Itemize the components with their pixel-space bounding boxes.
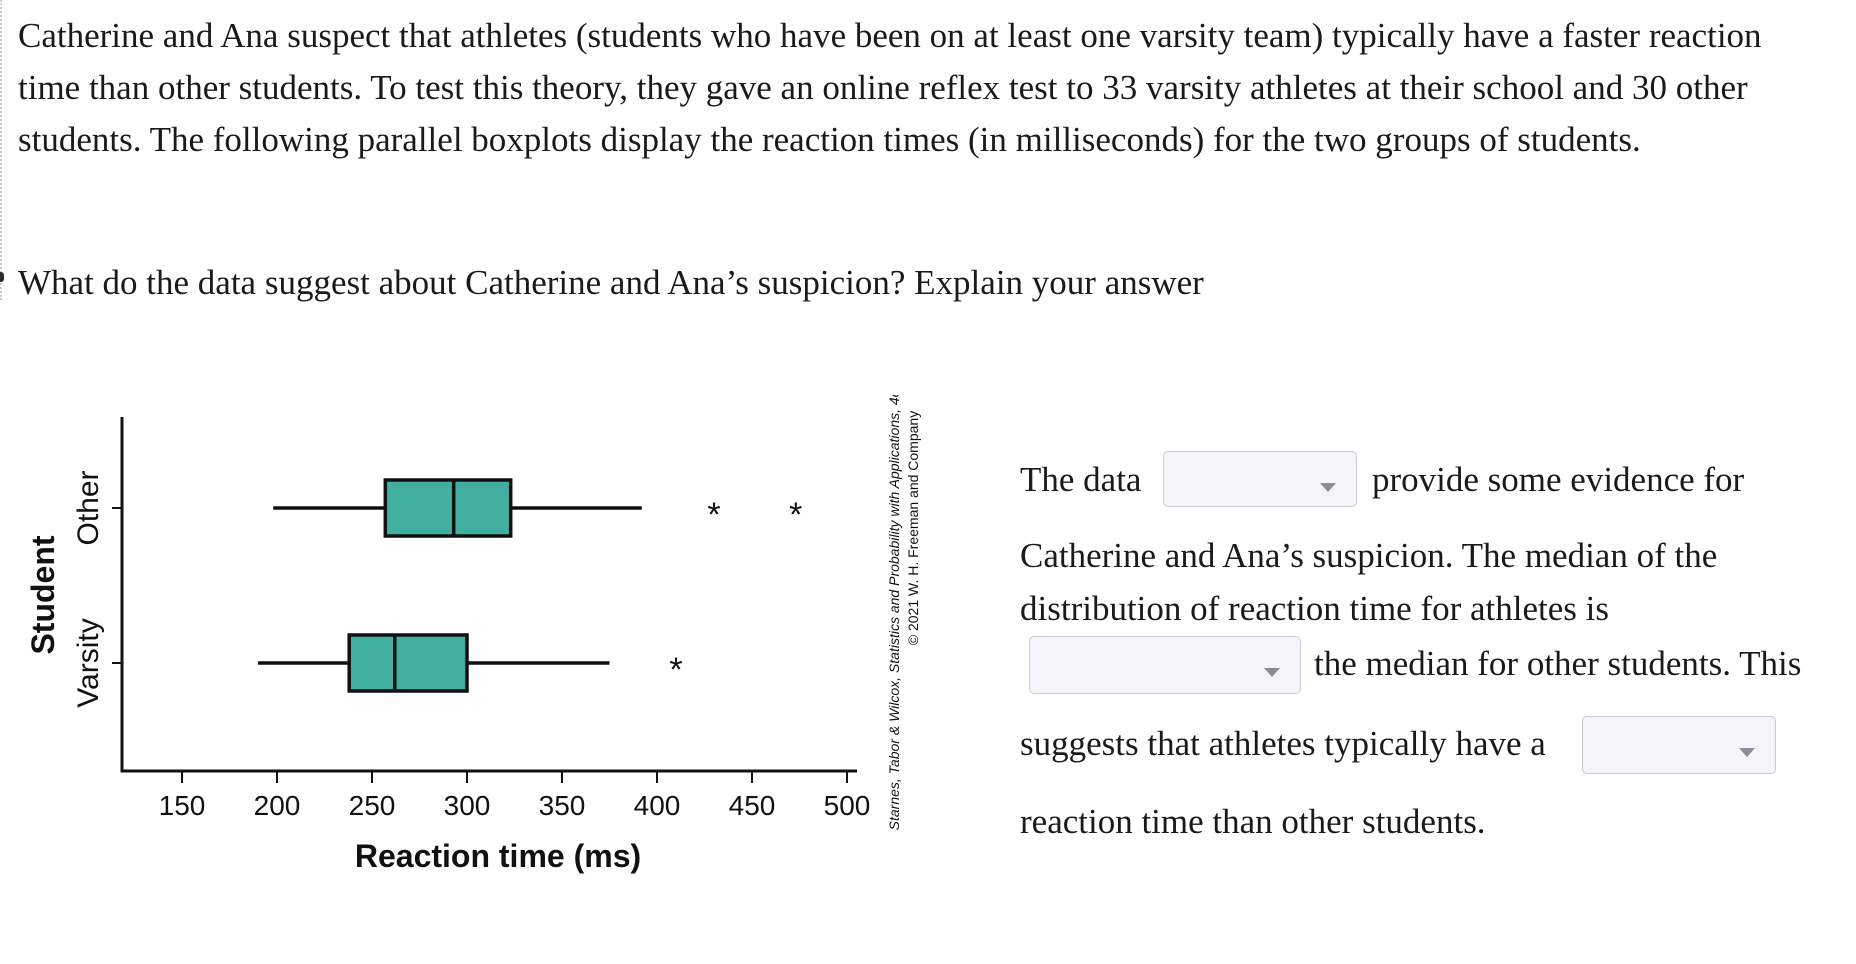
x-tick-label-300: 300 (444, 790, 491, 821)
left-margin-indicator (0, 0, 4, 300)
median-comparison-dropdown[interactable] (1029, 636, 1301, 694)
prompt-line-2: time than other students. To test this t… (18, 68, 1748, 107)
x-tick-label-500: 500 (824, 790, 871, 821)
answer-text-2: Catherine and Ana’s suspicion. The media… (1020, 536, 1718, 575)
reaction-speed-dropdown[interactable] (1582, 716, 1776, 774)
answer-text-1a: The data (1020, 460, 1142, 499)
margin-marker (0, 272, 4, 282)
y-tick-label-other: Other (72, 470, 105, 545)
y-axis-title: Student (25, 535, 61, 654)
chevron-down-icon (1320, 483, 1336, 492)
varsity-box (347, 633, 469, 693)
x-tick-label-150: 150 (159, 790, 206, 821)
boxplot-chart: 150 200 250 300 350 400 450 500 Varsity Other * * *… (25, 395, 921, 874)
answer-text-6: reaction time than other students. (1020, 802, 1486, 841)
varsity-outlier-1: * (669, 651, 682, 689)
y-tick-label-varsity: Varsity (72, 618, 105, 707)
answer-text-1b: provide some evidence for (1372, 460, 1745, 499)
data-dropdown[interactable] (1163, 451, 1357, 507)
prompt-line-1: Catherine and Ana suspect that athletes … (18, 16, 1762, 55)
other-outlier-1: * (707, 496, 720, 534)
other-outlier-2: * (789, 496, 802, 534)
question-text: What do the data suggest about Catherine… (18, 263, 1204, 302)
answer-text-3: distribution of reaction time for athlet… (1020, 589, 1610, 628)
other-box (383, 478, 513, 538)
prompt-line-3: students. The following parallel boxplot… (18, 120, 1641, 159)
chevron-down-icon (1264, 668, 1280, 677)
answer-text-4: the median for other students. This (1314, 644, 1802, 683)
x-tick-label-250: 250 (349, 790, 396, 821)
credit-line-2: © 2021 W. H. Freeman and Company (905, 411, 921, 645)
boxplot-figure: 150 200 250 300 350 400 450 500 Varsity Other * * *… (0, 395, 960, 895)
x-tick-label-200: 200 (254, 790, 301, 821)
chevron-down-icon (1739, 748, 1755, 757)
x-axis-title: Reaction time (ms) (355, 838, 641, 874)
credit-line-1: Starnes, Tabor & Wilcox, Statistics and … (886, 395, 902, 830)
x-tick-label-400: 400 (634, 790, 681, 821)
answer-text-5: suggests that athletes typically have a (1020, 724, 1546, 763)
x-tick-label-450: 450 (729, 790, 776, 821)
x-tick-label-350: 350 (539, 790, 586, 821)
problem-prompt: Catherine and Ana suspect that athletes … (18, 10, 1838, 166)
